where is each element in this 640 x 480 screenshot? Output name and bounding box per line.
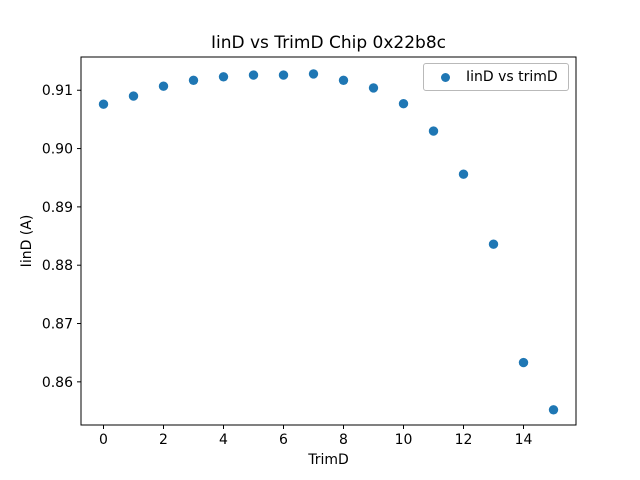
data-point — [548, 405, 559, 415]
x-tick-label: 4 — [219, 432, 228, 448]
y-tick-label: 0.87 — [42, 317, 73, 333]
data-point — [128, 91, 139, 101]
data-point — [188, 75, 199, 86]
plot-frame — [80, 56, 577, 426]
y-tick-label: 0.91 — [42, 83, 73, 99]
data-point — [98, 99, 109, 109]
data-point — [518, 357, 529, 368]
data-point — [248, 70, 259, 80]
legend-label: IinD vs trimD — [466, 69, 558, 85]
data-point — [458, 169, 469, 179]
data-point — [428, 126, 439, 136]
legend-marker-dot — [441, 72, 450, 82]
data-point — [308, 69, 319, 79]
y-tick-label: 0.89 — [42, 200, 73, 216]
data-point — [488, 239, 499, 249]
x-tick-label: 0 — [99, 432, 108, 448]
x-tick-label: 8 — [339, 432, 348, 448]
data-point — [278, 70, 289, 80]
legend: IinD vs trimD — [423, 63, 569, 91]
data-point — [338, 75, 349, 86]
y-tick-label: 0.88 — [42, 258, 73, 274]
x-tick-label: 2 — [159, 432, 168, 448]
y-tick-label: 0.90 — [42, 142, 73, 158]
x-tick-label: 14 — [515, 432, 533, 448]
data-point — [218, 72, 229, 82]
data-point — [398, 99, 409, 109]
x-axis-label: TrimD — [308, 452, 349, 468]
data-point — [368, 83, 379, 93]
chart-title: IinD vs TrimD Chip 0x22b8c — [210, 33, 446, 53]
x-tick-label: 6 — [279, 432, 288, 448]
x-tick-label: 10 — [395, 432, 413, 448]
x-tick-label: 12 — [455, 432, 473, 448]
y-tick-label: 0.86 — [42, 375, 73, 391]
data-point — [158, 81, 169, 91]
